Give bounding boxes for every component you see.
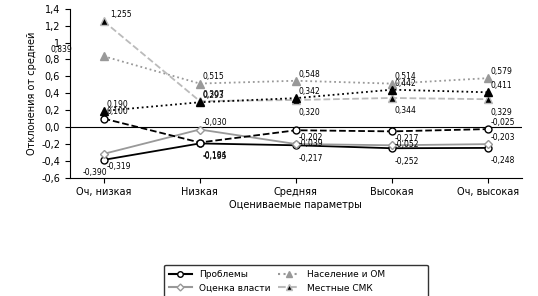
Text: -0,052: -0,052 [395, 140, 419, 149]
Text: 0,514: 0,514 [395, 73, 416, 81]
Проблемы [196, 142, 203, 145]
Возможности в регионе [389, 88, 395, 91]
Оценка власти [293, 142, 299, 146]
Text: 0,515: 0,515 [202, 72, 224, 81]
Text: 0,344: 0,344 [395, 106, 417, 115]
Власть и ОМ [389, 130, 395, 133]
Проблемы [389, 147, 395, 150]
Text: -0,217: -0,217 [299, 154, 323, 163]
Власть и ОМ [293, 128, 299, 132]
Text: 0,320: 0,320 [299, 108, 321, 117]
Местные СМК [485, 97, 491, 101]
Население и ОМ [389, 82, 395, 86]
Text: -0,203: -0,203 [491, 133, 515, 142]
Text: 0,307: 0,307 [202, 90, 224, 99]
Text: -0,184: -0,184 [202, 151, 227, 160]
Text: 0,839: 0,839 [51, 45, 73, 54]
Местные СМК [196, 99, 203, 103]
Возможности в регионе [196, 100, 203, 104]
Местные СМК [101, 19, 107, 23]
Legend: Проблемы, Оценка власти, Власть и ОМ, Население и ОМ, Местные СМК, Возможности в: Проблемы, Оценка власти, Власть и ОМ, На… [164, 265, 428, 296]
Line: Местные СМК: Местные СМК [100, 17, 492, 105]
Text: -0,248: -0,248 [491, 156, 515, 165]
Line: Оценка власти: Оценка власти [101, 127, 491, 157]
Text: -0,217: -0,217 [395, 134, 419, 143]
Местные СМК [389, 96, 395, 100]
Text: 0,329: 0,329 [491, 107, 513, 117]
Возможности в регионе [485, 91, 491, 94]
Text: 0,548: 0,548 [299, 70, 321, 79]
Оценка власти [196, 128, 203, 131]
Text: 0,190: 0,190 [107, 100, 128, 109]
Проблемы [293, 144, 299, 147]
Проблемы [101, 158, 107, 162]
Line: Возможности в регионе: Возможности в регионе [100, 86, 492, 115]
Text: 0,293: 0,293 [202, 91, 224, 100]
Text: -0,202: -0,202 [299, 133, 323, 142]
Text: 0,100: 0,100 [107, 107, 128, 116]
Text: 0,579: 0,579 [491, 67, 513, 76]
Население и ОМ [293, 79, 299, 83]
Возможности в регионе [293, 96, 299, 100]
Местные СМК [293, 98, 299, 102]
Оценка власти [101, 152, 107, 156]
Население и ОМ [485, 76, 491, 80]
Население и ОМ [101, 54, 107, 58]
Line: Власть и ОМ: Власть и ОМ [100, 115, 492, 146]
Власть и ОМ [196, 141, 203, 144]
Text: -0,252: -0,252 [395, 157, 419, 165]
Проблемы [485, 146, 491, 150]
Text: 0,342: 0,342 [299, 87, 321, 96]
Власть и ОМ [101, 117, 107, 120]
Население и ОМ [196, 82, 203, 85]
Text: -0,390: -0,390 [83, 168, 108, 177]
Text: 0,442: 0,442 [395, 78, 416, 88]
Text: -0,319: -0,319 [107, 162, 131, 171]
Власть и ОМ [485, 127, 491, 131]
X-axis label: Оцениваемые параметры: Оцениваемые параметры [230, 200, 362, 210]
Text: -0,025: -0,025 [491, 118, 515, 127]
Line: Население и ОМ: Население и ОМ [100, 52, 492, 88]
Оценка власти [485, 142, 491, 146]
Text: -0,195: -0,195 [202, 152, 227, 161]
Text: 1,255: 1,255 [110, 10, 132, 19]
Text: 0,411: 0,411 [491, 81, 513, 90]
Text: -0,030: -0,030 [202, 118, 227, 127]
Y-axis label: Отклонения от средней: Отклонения от средней [27, 32, 37, 155]
Text: -0,039: -0,039 [299, 139, 323, 147]
Оценка власти [389, 144, 395, 147]
Line: Проблемы: Проблемы [100, 140, 492, 163]
Возможности в регионе [101, 109, 107, 113]
